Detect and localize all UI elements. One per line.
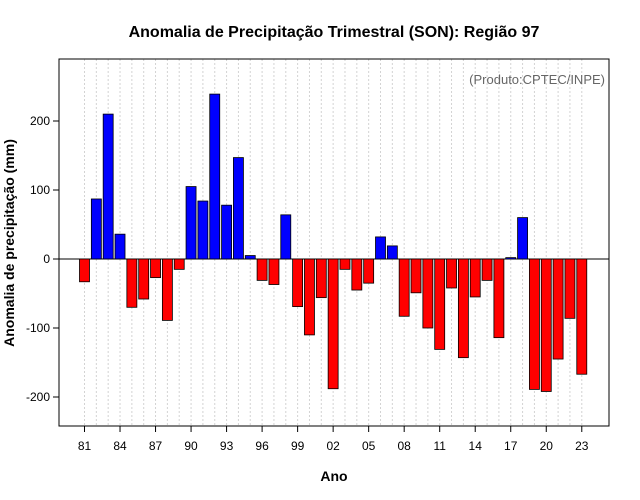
x-tick-label: 11 xyxy=(433,439,446,453)
bar-1986 xyxy=(138,258,150,300)
bar-2023 xyxy=(576,258,588,375)
x-tick-label: 90 xyxy=(184,439,198,453)
x-tick-label: 99 xyxy=(291,439,305,453)
bar-1989 xyxy=(173,258,185,270)
x-tick-label: 96 xyxy=(255,439,269,453)
bar-1997 xyxy=(268,258,280,285)
bar-2009 xyxy=(410,258,422,294)
bar-2022 xyxy=(564,258,576,319)
bar-2015 xyxy=(481,258,493,281)
x-tick-label: 08 xyxy=(398,439,412,453)
x-tick-label: 14 xyxy=(469,439,483,453)
y-tick-label: 0 xyxy=(43,252,50,266)
y-tick-label: 100 xyxy=(30,183,50,197)
y-axis-label: Anomalia de precipitação (mm) xyxy=(1,139,17,347)
bar-2008 xyxy=(398,258,410,317)
bar-1985 xyxy=(126,258,138,308)
bar-2014 xyxy=(469,258,481,298)
bar-1984 xyxy=(114,233,126,260)
x-tick-label: 02 xyxy=(326,439,340,453)
bar-2016 xyxy=(493,258,505,339)
bar-2003 xyxy=(339,258,351,270)
x-tick-label: 93 xyxy=(220,439,234,453)
bar-2019 xyxy=(529,258,540,390)
chart-title: Anomalia de Precipitação Trimestral (SON… xyxy=(129,24,540,41)
bar-1981 xyxy=(79,258,90,283)
bar-2000 xyxy=(304,258,315,336)
x-tick-label: 23 xyxy=(575,439,589,453)
x-axis-label: Ano xyxy=(320,468,347,484)
bar-1992 xyxy=(209,93,221,260)
bar-2007 xyxy=(386,245,398,260)
x-axis: 81 84 87 90 93 96 99 02 05 08 11 14 17 20 23 xyxy=(78,426,589,453)
y-tick-label: -200 xyxy=(26,390,50,404)
credit-annotation: (Produto:CPTEC/INPE) xyxy=(469,72,605,87)
bar-2021 xyxy=(552,258,564,360)
x-tick-label: 87 xyxy=(149,439,163,453)
bar-2005 xyxy=(363,258,375,284)
bars xyxy=(79,93,588,392)
bar-2001 xyxy=(315,258,327,299)
bar-1987 xyxy=(150,258,161,279)
x-tick-label: 05 xyxy=(362,439,376,453)
bar-1999 xyxy=(292,258,304,308)
bar-1994 xyxy=(233,157,244,260)
bar-2013 xyxy=(457,258,469,359)
bar-2012 xyxy=(446,258,457,289)
bar-2017 xyxy=(505,257,517,260)
bar-1996 xyxy=(256,258,268,281)
bar-2010 xyxy=(422,258,434,329)
bar-2011 xyxy=(434,258,446,350)
bar-1990 xyxy=(185,186,197,260)
bar-1988 xyxy=(161,258,173,321)
bar-1995 xyxy=(244,255,256,260)
x-tick-label: 81 xyxy=(78,439,92,453)
y-tick-label: 200 xyxy=(30,114,50,128)
bar-1991 xyxy=(197,200,209,260)
bar-2004 xyxy=(351,258,363,291)
bar-2002 xyxy=(327,258,339,390)
x-tick-label: 20 xyxy=(540,439,554,453)
plot-frame xyxy=(58,58,610,427)
bar-1983 xyxy=(102,113,114,260)
bar-2020 xyxy=(540,258,552,392)
bar-2006 xyxy=(375,236,386,260)
grid xyxy=(84,59,583,426)
y-tick-label: -100 xyxy=(26,321,50,335)
x-tick-label: 17 xyxy=(504,439,518,453)
bar-1998 xyxy=(280,214,292,260)
y-axis: -200 -100 0 100 200 xyxy=(26,114,59,404)
bar-2018 xyxy=(517,217,528,260)
bar-1993 xyxy=(221,204,232,260)
x-tick-label: 84 xyxy=(113,439,127,453)
bar-1982 xyxy=(90,198,102,260)
